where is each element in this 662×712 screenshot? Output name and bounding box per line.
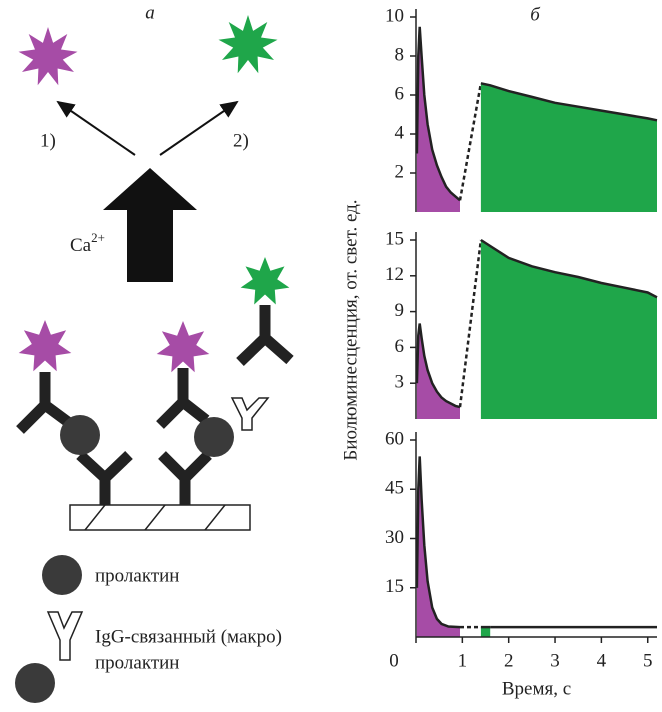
y-tick-label: 60 [385,428,404,449]
y-tick-label: 10 [385,5,404,26]
hatch [84,504,226,531]
prolactin [60,415,100,455]
antibody [156,368,210,429]
prolactin [194,417,234,457]
area-outline [480,238,658,299]
line [458,239,483,408]
arrow-label: 1) [40,130,56,151]
y-tick-label: 3 [395,372,405,393]
star [218,15,278,74]
y-tick-label: 8 [395,44,405,65]
area [480,627,491,637]
star [156,321,210,373]
area [416,323,460,419]
arrow-label: 2) [233,130,249,151]
y-tick-label: 12 [385,264,404,285]
arrow [159,100,239,156]
x-tick-label: 5 [643,650,653,671]
legend-label: IgG-связанный (макро) [95,626,282,647]
x-tick-label: 1 [458,650,468,671]
antibody [16,372,72,434]
plate [69,504,251,531]
y-tick-label: 15 [385,228,404,249]
x-tick-label: 0 [389,650,399,671]
legend-label: пролактин [95,565,179,586]
star [18,27,78,86]
arrow [56,100,136,156]
y-axis-label: Биолюминесценция, от. свет. ед. [340,199,361,460]
y-tick-label: 2 [395,161,405,182]
x-tick-label: 2 [504,650,514,671]
y-tick-label: 6 [395,83,405,104]
area-outline [415,323,461,409]
y-tick-label: 45 [385,478,404,499]
area-outline [415,26,461,202]
antibody [158,451,212,505]
y-tick-label: 4 [395,122,405,143]
antibody [76,450,133,505]
star [18,320,72,372]
y-tick-label: 15 [385,576,404,597]
legend-prolactin [15,663,55,703]
area [416,26,460,212]
area-outline [480,82,658,122]
ion-charge: 2+ [91,230,105,245]
y-tick-label: 6 [395,336,405,357]
y-tick-label: 9 [395,300,405,321]
panel-label: б [530,4,541,25]
y-tick-label: 30 [385,527,404,548]
legend-igg [46,611,84,661]
antibody [236,305,294,366]
area [416,456,460,637]
area [480,83,657,212]
panel-label: а [145,2,155,23]
ion: Ca [70,235,92,256]
x-axis-label: Время, с [502,678,571,699]
x-tick-label: 3 [550,650,560,671]
legend-prolactin [42,555,82,595]
area [480,240,657,419]
ion-label: Ca2+ [70,230,105,256]
big-arrow [103,168,197,282]
diagram: а б 1) 2) Ca2+ пролактин IgG-связанный (… [15,2,541,703]
area-outline [415,456,461,629]
star [240,257,290,305]
igg [230,397,270,431]
line [458,83,483,201]
x-tick-label: 4 [597,650,607,671]
legend-label: пролактин [95,652,179,673]
